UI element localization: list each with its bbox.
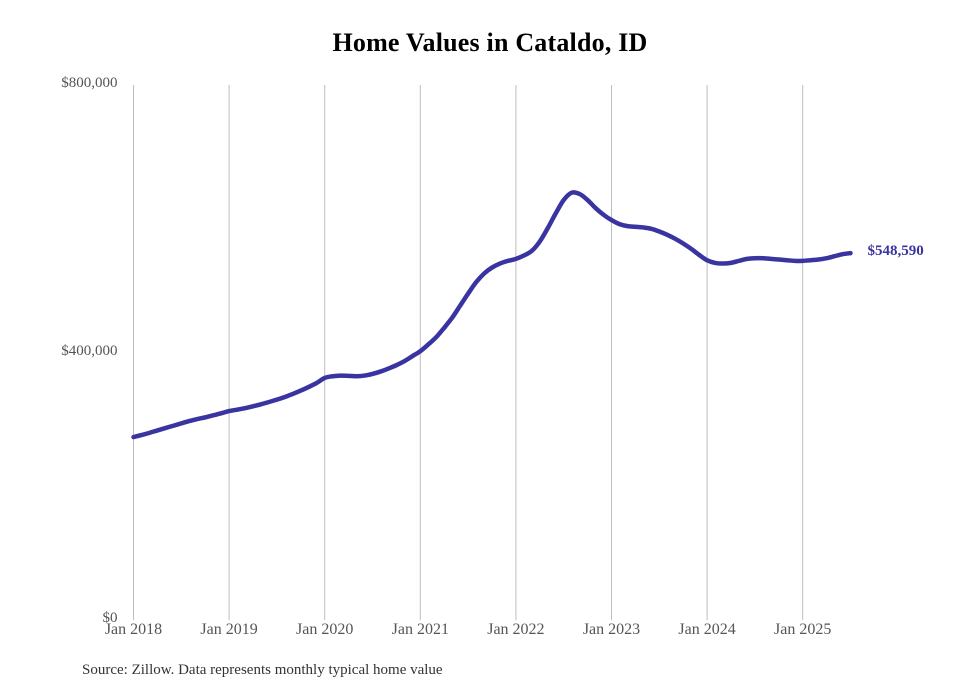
y-tick-0: $0 (102, 610, 118, 626)
x-tick-jan-2020: Jan 2020 (296, 621, 354, 638)
chart-title: Home Values in Cataldo, ID (332, 28, 648, 57)
x-tick-jan-2019: Jan 2019 (200, 621, 258, 638)
gridlines-group (133, 85, 804, 620)
source-note: Source: Zillow. Data represents monthly … (82, 662, 443, 678)
home-value-series-path (131, 190, 853, 440)
x-tick-jan-2022: Jan 2022 (487, 621, 545, 638)
y-tick-400000: $400,000 (61, 342, 118, 359)
x-tick-jan-2023: Jan 2023 (582, 621, 641, 638)
x-tick-jan-2024: Jan 2024 (678, 621, 736, 638)
end-value-label: $548,590 (867, 243, 924, 260)
x-tick-jan-2021: Jan 2021 (391, 621, 449, 638)
data-series-line (131, 190, 853, 440)
x-tick-jan-2025: Jan 2025 (774, 621, 832, 638)
x-tick-jan-2018: Jan 2018 (104, 621, 163, 638)
y-tick-800000: $800,000 (61, 75, 118, 91)
